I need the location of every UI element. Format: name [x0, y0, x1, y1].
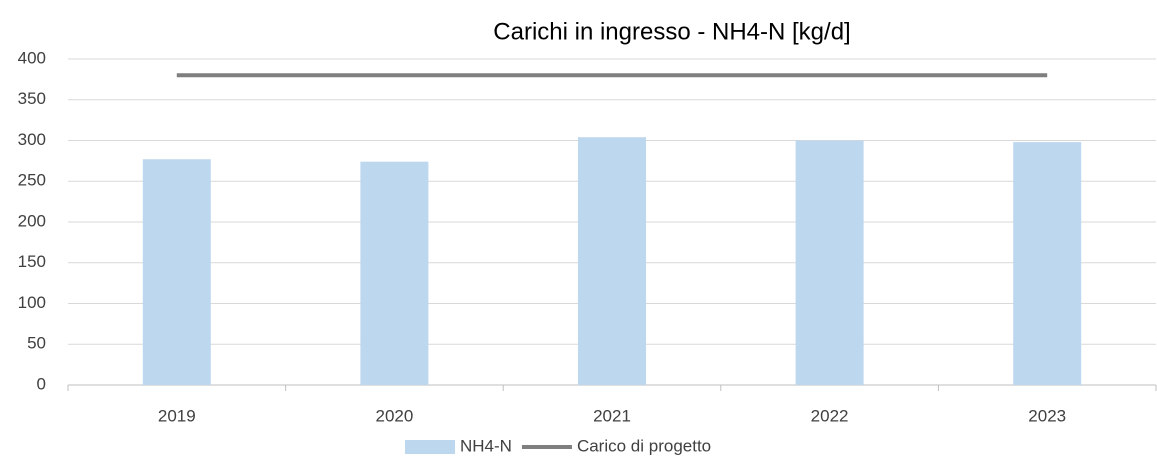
x-tick-label: 2020 — [375, 406, 413, 425]
bar — [1013, 142, 1082, 385]
y-tick-label: 400 — [18, 48, 46, 67]
bar — [795, 140, 864, 385]
legend-swatch — [405, 440, 455, 454]
y-tick-label: 100 — [18, 293, 46, 312]
x-tick-label: 2021 — [593, 406, 631, 425]
legend-label: NH4-N — [460, 436, 512, 455]
y-tick-label: 150 — [18, 252, 46, 271]
legend-label: Carico di progetto — [577, 436, 711, 455]
y-tick-label: 50 — [27, 334, 46, 353]
bar — [360, 161, 429, 385]
y-tick-label: 300 — [18, 130, 46, 149]
x-tick-label: 2019 — [158, 406, 196, 425]
y-tick-label: 0 — [37, 374, 46, 393]
x-tick-label: 2023 — [1028, 406, 1066, 425]
y-tick-label: 200 — [18, 211, 46, 230]
bar — [578, 137, 646, 385]
y-tick-label: 350 — [18, 89, 46, 108]
y-tick-label: 250 — [18, 171, 46, 190]
bar — [142, 159, 211, 385]
x-tick-label: 2022 — [811, 406, 849, 425]
chart-title: Carichi in ingresso - NH4-N [kg/d] — [493, 18, 850, 45]
